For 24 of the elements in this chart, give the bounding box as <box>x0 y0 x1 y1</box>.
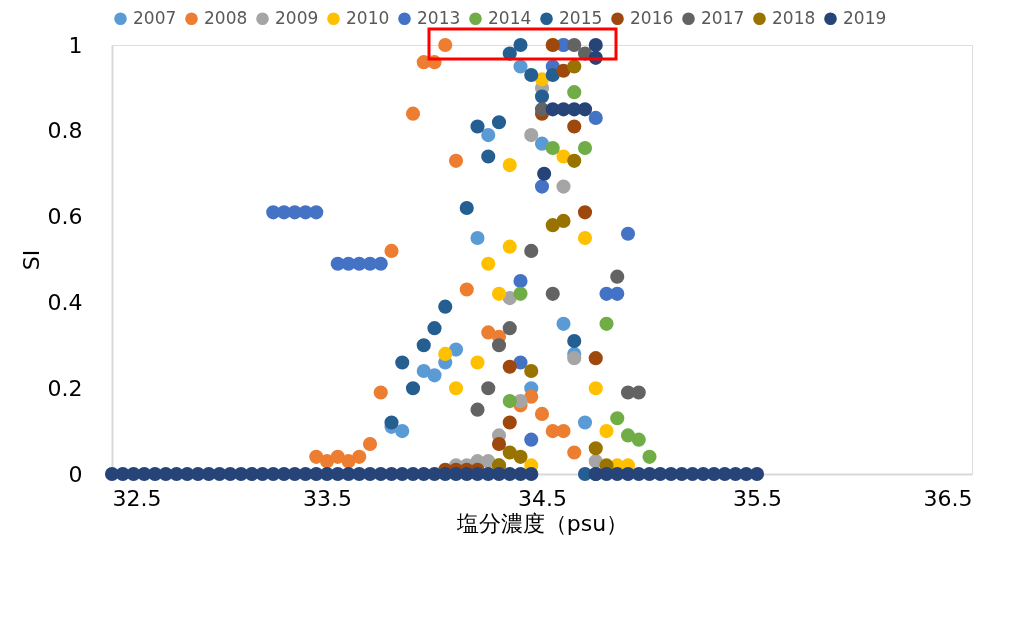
legend-label: 2014 <box>488 7 532 28</box>
y-tick-label: 0.8 <box>47 118 83 144</box>
x-tick-label: 33.5 <box>303 485 352 511</box>
legend-label: 2018 <box>772 7 816 28</box>
legend-label: 2013 <box>417 7 461 28</box>
legend-label: 2009 <box>275 7 319 28</box>
legend-label: 2010 <box>346 7 390 28</box>
x-tick-label: 35.5 <box>733 485 782 511</box>
legend-label: 2016 <box>630 7 674 28</box>
legend-label: 2007 <box>133 7 177 28</box>
y-tick-label: 1 <box>68 32 83 58</box>
x-tick-label: 34.5 <box>518 485 567 511</box>
y-tick-label: 0.4 <box>47 289 83 315</box>
legend-label: 2015 <box>559 7 603 28</box>
x-tick-label: 36.5 <box>923 485 973 511</box>
x-axis-title: 塩分濃度（psu） <box>455 510 629 536</box>
y-tick-label: 0.2 <box>47 375 83 401</box>
y-tick-label: 0.6 <box>47 204 83 230</box>
y-tick-label: 0 <box>68 461 83 487</box>
legend-label: 2008 <box>204 7 248 28</box>
y-axis-title: SI <box>18 249 44 271</box>
legend-label: 2017 <box>701 7 745 28</box>
legend-label: 2019 <box>843 7 887 28</box>
x-tick-label: 32.5 <box>112 485 162 511</box>
